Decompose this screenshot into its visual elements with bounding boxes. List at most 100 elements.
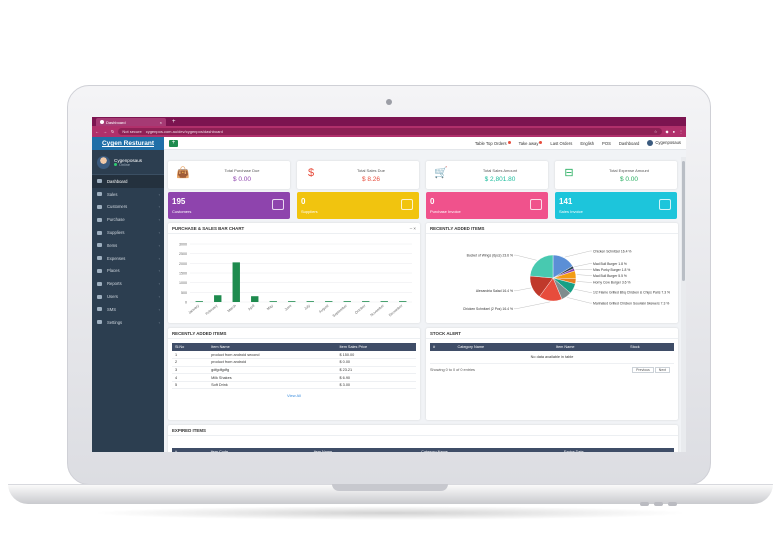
card-number: 195 (172, 197, 186, 206)
file-icon (659, 199, 671, 210)
page-scrollbar[interactable] (681, 157, 686, 452)
table-cell: product from android second (208, 351, 337, 360)
bar[interactable] (288, 301, 296, 302)
bar-chart-title-text: PURCHASE & SALES BAR CHART (172, 226, 245, 231)
summary-card[interactable]: 141 Sales Invoice (555, 192, 677, 219)
sidebar-item-suppliers[interactable]: Suppliers ‹ (92, 226, 164, 239)
pie-leader-line (574, 263, 592, 267)
url-field[interactable]: Not secure cygenpos.com.au/dev/cygenpos/… (118, 128, 662, 135)
column-header[interactable]: # (172, 448, 208, 452)
reload-icon[interactable]: ↻ (111, 129, 115, 134)
sidebar-item-purchase[interactable]: Purchase ‹ (92, 213, 164, 226)
panel-controls[interactable]: – × (409, 226, 416, 231)
pie-chart: Chicken Schnitzel 16.4 % Mad Bull Burger … (463, 249, 670, 311)
chevron-left-icon: ‹ (158, 204, 160, 210)
brand-logo[interactable]: Cygen Resturant (92, 137, 164, 150)
close-icon[interactable]: × (159, 119, 162, 125)
bar[interactable] (380, 301, 388, 302)
users-icon (401, 199, 413, 210)
column-header[interactable]: Expire Date (560, 448, 674, 452)
new-tab-icon[interactable]: + (172, 119, 176, 125)
top-link-1[interactable]: Take away (519, 140, 543, 146)
top-link-0[interactable]: Table Top Orders (475, 140, 511, 146)
dollar-icon: $ (307, 167, 315, 179)
y-tick-label: 1500 (179, 272, 187, 276)
pie-slice[interactable] (529, 254, 554, 279)
top-link-2[interactable]: Last Orders (550, 141, 572, 146)
stat-box: $ Total Sales Due $ 8.26 (297, 161, 419, 189)
card-label: Sales Invoice (559, 209, 583, 214)
column-header[interactable]: Item Name (208, 343, 337, 351)
sidebar-item-customers[interactable]: Customers ‹ (92, 201, 164, 214)
x-tick-label: January (188, 304, 201, 315)
top-user-menu[interactable]: Cygenposaus (647, 140, 681, 146)
summary-card[interactable]: 195 Customers (168, 192, 290, 219)
bar[interactable] (195, 301, 203, 302)
bar[interactable] (343, 301, 351, 302)
menu-icon[interactable]: ⋮ (679, 129, 683, 134)
avatar (97, 155, 110, 169)
sidebar-item-label: Places (107, 268, 120, 274)
column-header[interactable]: Item Name (310, 448, 419, 452)
profile-icon[interactable]: ● (672, 129, 675, 134)
bar[interactable] (269, 301, 277, 302)
column-header[interactable]: Category Name (418, 448, 561, 452)
sidebar-item-label: Reports (107, 281, 122, 287)
sidebar-item-sms[interactable]: SMS ‹ (92, 303, 164, 316)
back-icon[interactable]: ← (95, 129, 99, 134)
sidebar-item-settings[interactable]: Settings ‹ (92, 316, 164, 329)
bar[interactable] (214, 295, 222, 302)
stock-alert-title: STOCK ALERT (426, 328, 678, 339)
pie-leader-line (514, 254, 537, 261)
column-header[interactable]: # (430, 343, 455, 351)
sidebar-item-label: Settings (107, 319, 123, 325)
recent-items-panel: RECENTLY ADDED ITEMS Sl.No Item Name Item … (168, 328, 420, 420)
bar[interactable] (325, 301, 333, 302)
sidebar-item-label: Dashboard (107, 178, 128, 184)
extensions-icon[interactable]: ◆ (665, 129, 669, 134)
secure-label: Not secure (122, 129, 142, 134)
top-link-3[interactable]: English (580, 141, 594, 146)
bar[interactable] (251, 296, 259, 302)
sidebar-item-places[interactable]: Places ‹ (92, 265, 164, 278)
top-link-5[interactable]: Dashboard (619, 141, 640, 146)
sidebar-item-items[interactable]: Items ‹ (92, 239, 164, 252)
forward-icon[interactable]: → (103, 129, 107, 134)
summary-card[interactable]: 0 Purchase Invoice (426, 192, 548, 219)
column-header[interactable]: Category Name (454, 343, 553, 351)
add-button[interactable]: + (169, 139, 178, 147)
pie-slice-label: Mad Bull Burger 5.5 % (593, 274, 627, 278)
scrollbar-thumb[interactable] (682, 161, 685, 281)
table-row: 2 product from android $ 0.00 (172, 358, 416, 367)
sidebar-item-users[interactable]: Users ‹ (92, 290, 164, 303)
summary-card[interactable]: 0 Suppliers (297, 192, 419, 219)
column-header[interactable]: Sl.No (172, 343, 209, 351)
next-button[interactable]: Next (654, 366, 670, 373)
browser-tab[interactable]: Dashboard × (96, 118, 166, 126)
column-header[interactable]: Item Sales Price (336, 343, 416, 351)
table-cell: 1 (172, 351, 209, 360)
sidebar-item-expenses[interactable]: Expenses ‹ (92, 252, 164, 265)
view-all-link[interactable]: View All (287, 393, 301, 399)
sidebar-item-dashboard[interactable]: Dashboard (92, 175, 164, 188)
table-cell: gdfgdfgdfg (208, 366, 337, 375)
sidebar-item-sales[interactable]: Sales ‹ (92, 188, 164, 201)
sidebar-item-label: Sales (107, 191, 118, 197)
table-row: 5 Soft Drink $ 3.00 (172, 381, 416, 390)
bar[interactable] (232, 262, 240, 302)
column-header[interactable]: Item Code (207, 448, 311, 452)
users-icon (97, 204, 102, 209)
column-header[interactable]: Stock (627, 343, 674, 351)
top-link-4[interactable]: POS (602, 141, 611, 146)
table-cell: $ 0.00 (336, 358, 416, 367)
column-header[interactable]: Item Name (552, 343, 628, 351)
x-tick-label: August (318, 304, 329, 314)
browser-tabbar: Dashboard × + (92, 117, 686, 126)
cart-icon: 🛒 (434, 167, 448, 179)
bar[interactable] (362, 301, 370, 302)
previous-button[interactable]: Previous (632, 366, 654, 373)
sidebar-item-reports[interactable]: Reports ‹ (92, 277, 164, 290)
bar[interactable] (306, 301, 314, 302)
bar[interactable] (399, 301, 407, 302)
star-icon[interactable]: ☆ (653, 129, 658, 134)
